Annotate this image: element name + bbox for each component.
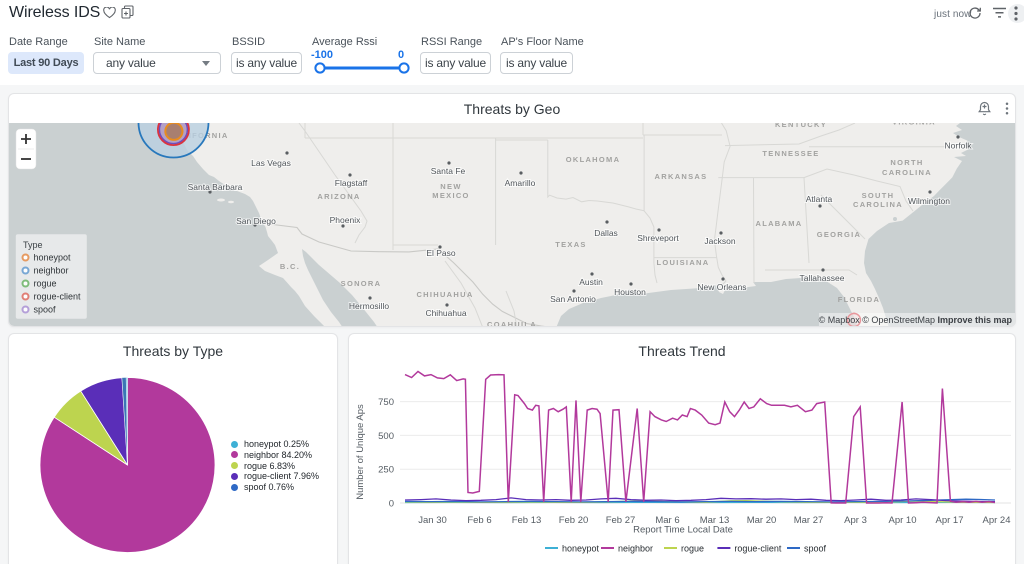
svg-text:COAHUILA: COAHUILA	[487, 320, 537, 327]
svg-text:CHIHUAHUA: CHIHUAHUA	[416, 290, 473, 299]
svg-text:El Paso: El Paso	[426, 248, 456, 258]
svg-text:Report Time Local Date: Report Time Local Date	[633, 525, 733, 536]
svg-text:Type: Type	[23, 240, 43, 250]
svg-text:Apr 10: Apr 10	[889, 515, 917, 526]
svg-text:GEORGIA: GEORGIA	[817, 230, 862, 239]
svg-text:Flagstaff: Flagstaff	[335, 178, 368, 188]
svg-text:NEW: NEW	[440, 182, 461, 191]
svg-text:Apr 24: Apr 24	[983, 515, 1011, 526]
svg-text:Santa Fe: Santa Fe	[431, 166, 466, 176]
svg-text:Austin: Austin	[579, 277, 603, 287]
svg-text:spoof: spoof	[804, 544, 827, 554]
svg-text:Feb 20: Feb 20	[559, 515, 589, 526]
svg-text:Feb 13: Feb 13	[512, 515, 542, 526]
svg-text:FLORIDA: FLORIDA	[838, 295, 880, 304]
svg-text:Feb 27: Feb 27	[606, 515, 636, 526]
svg-text:250: 250	[378, 465, 394, 476]
svg-text:750: 750	[378, 397, 394, 408]
svg-text:Chihuahua: Chihuahua	[425, 308, 466, 318]
svg-text:honeypot: honeypot	[34, 253, 72, 263]
svg-text:TENNESSEE: TENNESSEE	[762, 149, 819, 158]
svg-text:Dallas: Dallas	[594, 228, 618, 238]
svg-text:Mar 13: Mar 13	[700, 515, 730, 526]
svg-text:spoof: spoof	[34, 305, 57, 315]
svg-text:neighbor: neighbor	[618, 544, 653, 554]
svg-text:NORTH: NORTH	[890, 158, 923, 167]
svg-text:CAROLINA: CAROLINA	[882, 168, 932, 177]
svg-text:TEXAS: TEXAS	[555, 240, 587, 249]
svg-text:Mar 20: Mar 20	[747, 515, 777, 526]
svg-text:B.C.: B.C.	[280, 262, 300, 271]
svg-text:ALABAMA: ALABAMA	[755, 219, 802, 228]
svg-text:Atlanta: Atlanta	[806, 194, 833, 204]
svg-text:Tallahassee: Tallahassee	[800, 273, 845, 283]
svg-text:LOUISIANA: LOUISIANA	[657, 258, 710, 267]
svg-text:SONORA: SONORA	[341, 279, 382, 288]
svg-text:Feb 6: Feb 6	[467, 515, 491, 526]
svg-text:honeypot: honeypot	[562, 544, 600, 554]
svg-text:rogue: rogue	[681, 544, 704, 554]
svg-text:Apr 17: Apr 17	[936, 515, 964, 526]
svg-text:ARKANSAS: ARKANSAS	[655, 172, 708, 181]
svg-text:Houston: Houston	[614, 287, 646, 297]
svg-text:Number of Unique Aps: Number of Unique Aps	[355, 404, 366, 500]
svg-text:Santa Barbara: Santa Barbara	[188, 182, 243, 192]
svg-text:Norfolk: Norfolk	[945, 141, 973, 151]
svg-text:CAROLINA: CAROLINA	[853, 200, 903, 209]
svg-text:Jackson: Jackson	[704, 236, 735, 246]
svg-text:MEXICO: MEXICO	[432, 191, 469, 200]
svg-text:Las Vegas: Las Vegas	[251, 158, 291, 168]
svg-text:Phoenix: Phoenix	[330, 215, 361, 225]
svg-text:Jan 30: Jan 30	[418, 515, 447, 526]
svg-text:Apr 3: Apr 3	[844, 515, 867, 526]
svg-text:rogue: rogue	[34, 279, 57, 289]
svg-text:rogue-client: rogue-client	[734, 544, 782, 554]
svg-text:neighbor: neighbor	[34, 266, 69, 276]
svg-text:ARIZONA: ARIZONA	[317, 192, 360, 201]
svg-text:500: 500	[378, 431, 394, 442]
svg-text:San Antonio: San Antonio	[550, 294, 596, 304]
svg-text:OKLAHOMA: OKLAHOMA	[566, 155, 621, 164]
svg-text:Shreveport: Shreveport	[637, 233, 679, 243]
svg-text:New Orleans: New Orleans	[697, 282, 746, 292]
svg-text:0: 0	[389, 498, 394, 509]
svg-text:rogue-client: rogue-client	[34, 292, 82, 302]
svg-text:KENTUCKY: KENTUCKY	[775, 123, 827, 129]
svg-text:© Mapbox © OpenStreetMap Impro: © Mapbox © OpenStreetMap Improve this ma…	[819, 315, 1013, 325]
svg-text:Amarillo: Amarillo	[505, 178, 536, 188]
svg-text:Mar 27: Mar 27	[794, 515, 824, 526]
svg-text:San Diego: San Diego	[236, 216, 276, 226]
svg-text:Hermosillo: Hermosillo	[349, 301, 389, 311]
svg-text:SOUTH: SOUTH	[862, 191, 895, 200]
svg-text:VIRGINIA: VIRGINIA	[892, 123, 936, 127]
svg-text:Wilmington: Wilmington	[908, 196, 950, 206]
svg-text:Mar 6: Mar 6	[655, 515, 679, 526]
